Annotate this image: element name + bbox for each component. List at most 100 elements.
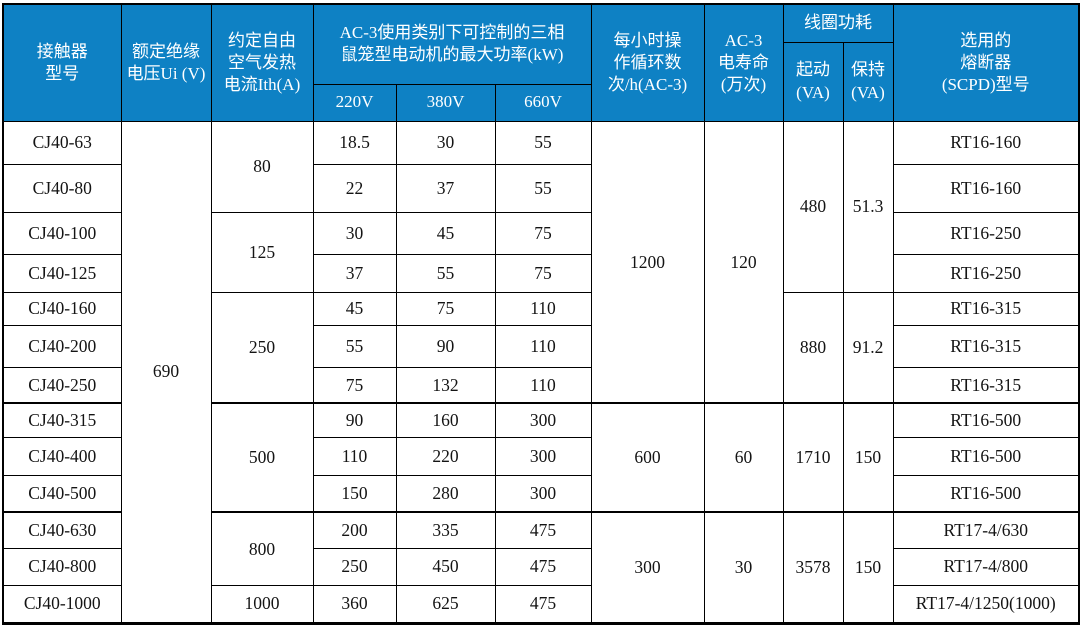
value-cell: 55: [494, 163, 592, 213]
value-cell: 30: [312, 211, 397, 255]
model-cell: CJ40-63: [2, 120, 122, 165]
value-cell: 110: [312, 436, 397, 476]
value-cell: 90: [395, 324, 496, 368]
table-row: CJ40-800 250 450 475 RT17-4/800: [2, 547, 1080, 586]
value-cell: 800: [210, 511, 314, 586]
value-cell: 110: [494, 366, 592, 404]
value-cell: 75: [494, 253, 592, 293]
value-cell: 200: [312, 511, 397, 549]
model-cell: CJ40-1000: [2, 584, 122, 624]
table-row: CJ40-315 500 90 160 300 600 60 1710 150 RT16-500: [2, 402, 1080, 513]
value-cell: 30: [703, 511, 784, 624]
value-cell: 880: [782, 291, 844, 404]
value-cell: 300: [590, 511, 705, 624]
model-cell: CJ40-315: [2, 402, 122, 438]
table-row: CJ40-63 690 80 18.5 30 55 1200 120 480 51.3 RT16-1…: [2, 120, 1080, 624]
col-header-model: 接触器 型号: [2, 3, 122, 122]
value-cell: 1710: [782, 402, 844, 513]
col-header-coil-consumption: 线圈功耗: [782, 3, 894, 43]
model-cell: CJ40-125: [2, 253, 122, 293]
table-row: CJ40-250 75 132 110 RT16-315: [2, 366, 1080, 404]
value-cell: 150: [312, 474, 397, 513]
value-cell: 45: [312, 291, 397, 326]
value-cell: 1000: [210, 584, 314, 624]
col-header-max-power-kw: AC-3使用类别下可控制的三相 鼠笼型电动机的最大功率(kW): [312, 3, 592, 85]
value-cell: 45: [395, 211, 496, 255]
value-cell: 150: [842, 511, 894, 624]
model-cell: CJ40-500: [2, 474, 122, 513]
table-row: CJ40-630 800 200 335 475 300 30 3578 150 RT17-4/6…: [2, 511, 1080, 624]
value-cell: 250: [210, 291, 314, 404]
col-header-380v: 380V: [395, 83, 496, 122]
value-cell: 75: [395, 291, 496, 326]
value-cell: 18.5: [312, 120, 397, 165]
value-cell: 300: [494, 474, 592, 513]
value-cell: RT17-4/630: [892, 511, 1080, 549]
value-cell: 22: [312, 163, 397, 213]
value-cell: 300: [494, 436, 592, 476]
value-cell: 475: [494, 511, 592, 549]
value-cell: RT16-500: [892, 402, 1080, 438]
col-header-electrical-life: AC-3 电寿命 (万次): [703, 3, 784, 122]
value-cell: RT16-250: [892, 211, 1080, 255]
table-row: CJ40-200 55 90 110 RT16-315: [2, 324, 1080, 368]
col-header-thermal-current: 约定自由 空气发热 电流Ith(A): [210, 3, 314, 122]
table-row: CJ40-160 250 45 75 110 880 91.2 RT16-315: [2, 291, 1080, 404]
value-cell: 125: [210, 211, 314, 293]
col-header-coil-start-va: 起动 (VA): [782, 41, 844, 122]
model-cell: CJ40-100: [2, 211, 122, 255]
col-header-insulation-voltage: 额定绝缘 电压Ui (V): [120, 3, 212, 122]
value-cell: RT16-500: [892, 474, 1080, 513]
value-cell: 335: [395, 511, 496, 549]
value-cell: 150: [842, 402, 894, 513]
value-cell: RT16-315: [892, 324, 1080, 368]
value-cell: 280: [395, 474, 496, 513]
value-cell: 80: [210, 120, 314, 213]
value-cell: 91.2: [842, 291, 894, 404]
value-cell: 55: [395, 253, 496, 293]
table-row: CJ40-500 150 280 300 RT16-500: [2, 474, 1080, 513]
value-cell: RT16-315: [892, 366, 1080, 404]
col-header-fuse-model: 选用的 熔断器 (SCPD)型号: [892, 3, 1080, 122]
value-cell: 500: [210, 402, 314, 513]
value-cell: 37: [312, 253, 397, 293]
value-cell: 250: [312, 547, 397, 586]
value-cell: 3578: [782, 511, 844, 624]
value-cell: 600: [590, 402, 705, 513]
value-cell: 690: [120, 120, 212, 624]
model-cell: CJ40-80: [2, 163, 122, 213]
col-header-660v: 660V: [494, 83, 592, 122]
value-cell: RT16-250: [892, 253, 1080, 293]
table-row: CJ40-80 22 37 55 RT16-160: [2, 163, 1080, 213]
model-cell: CJ40-630: [2, 511, 122, 549]
col-header-cycles-per-hour: 每小时操 作循环数 次/h(AC-3): [590, 3, 705, 122]
value-cell: 1200: [590, 120, 705, 404]
value-cell: 220: [395, 436, 496, 476]
model-cell: CJ40-160: [2, 291, 122, 326]
value-cell: 51.3: [842, 120, 894, 293]
value-cell: RT16-160: [892, 120, 1080, 165]
table-header: 接触器 型号 额定绝缘 电压Ui (V) 约定自由 空气发热 电流Ith(A) AC-…: [2, 3, 1080, 122]
col-header-coil-hold-va: 保持 (VA): [842, 41, 894, 122]
value-cell: 120: [703, 120, 784, 404]
contactor-spec-table: 接触器 型号 额定绝缘 电压Ui (V) 约定自由 空气发热 电流Ith(A) AC-…: [2, 3, 1080, 625]
value-cell: RT17-4/800: [892, 547, 1080, 586]
value-cell: 475: [494, 547, 592, 586]
table-row: CJ40-125 37 55 75 RT16-250: [2, 253, 1080, 293]
value-cell: RT16-160: [892, 163, 1080, 213]
value-cell: 132: [395, 366, 496, 404]
value-cell: 110: [494, 324, 592, 368]
model-cell: CJ40-200: [2, 324, 122, 368]
model-cell: CJ40-400: [2, 436, 122, 476]
value-cell: 37: [395, 163, 496, 213]
value-cell: 30: [395, 120, 496, 165]
value-cell: 160: [395, 402, 496, 438]
table-row: CJ40-400 110 220 300 RT16-500: [2, 436, 1080, 476]
value-cell: 55: [494, 120, 592, 165]
value-cell: RT16-315: [892, 291, 1080, 326]
value-cell: 75: [494, 211, 592, 255]
model-cell: CJ40-250: [2, 366, 122, 404]
value-cell: RT16-500: [892, 436, 1080, 476]
value-cell: 475: [494, 584, 592, 624]
